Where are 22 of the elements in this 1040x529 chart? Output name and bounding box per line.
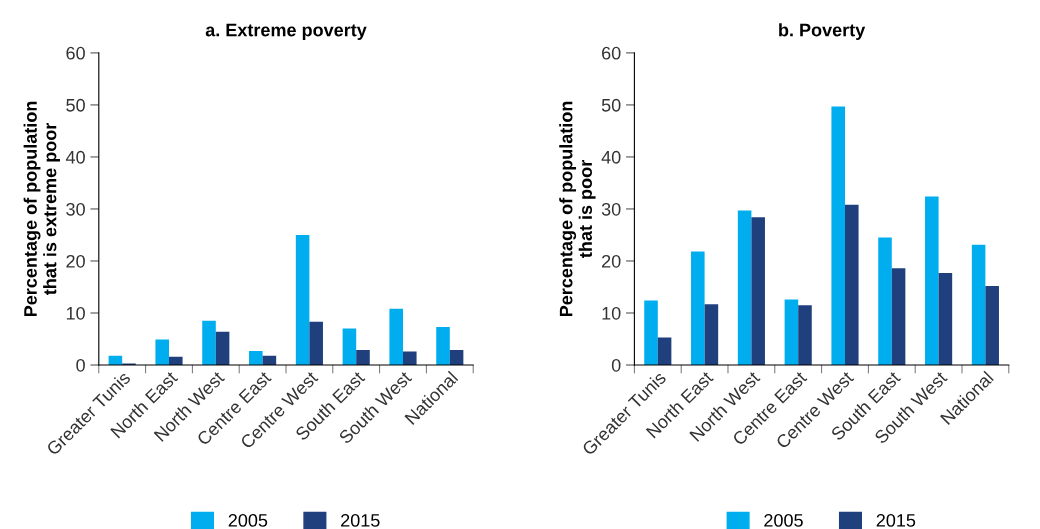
y-tick-label: 10 — [602, 306, 621, 320]
chart-title: a. Extreme poverty — [205, 23, 367, 40]
legend-label: 2005 — [228, 514, 268, 527]
y-tick-label: 60 — [602, 46, 621, 60]
y-tick-label: 40 — [65, 150, 85, 164]
y-tick-label: 40 — [601, 150, 621, 164]
y-axis-title: Percentage of population that is extreme poor — [23, 101, 60, 317]
y-tick-label: 20 — [66, 254, 85, 268]
legend-label: 2015 — [341, 514, 380, 527]
chart-title: b. Poverty — [779, 23, 866, 40]
y-tick-label: 30 — [601, 202, 621, 216]
y-tick-label: 50 — [601, 98, 621, 112]
y-tick-label: 10 — [66, 306, 85, 320]
y-tick-label: 20 — [602, 254, 621, 268]
y-tick-label: 0 — [611, 358, 621, 372]
legend-label: 2005 — [764, 514, 803, 527]
y-tick-label: 30 — [66, 202, 85, 216]
y-axis-title: Percentage of population that is poor — [559, 101, 596, 317]
y-tick-label: 0 — [76, 358, 85, 372]
y-tick-label: 50 — [66, 98, 85, 112]
y-tick-label: 60 — [66, 46, 85, 60]
legend-label: 2015 — [876, 514, 916, 527]
